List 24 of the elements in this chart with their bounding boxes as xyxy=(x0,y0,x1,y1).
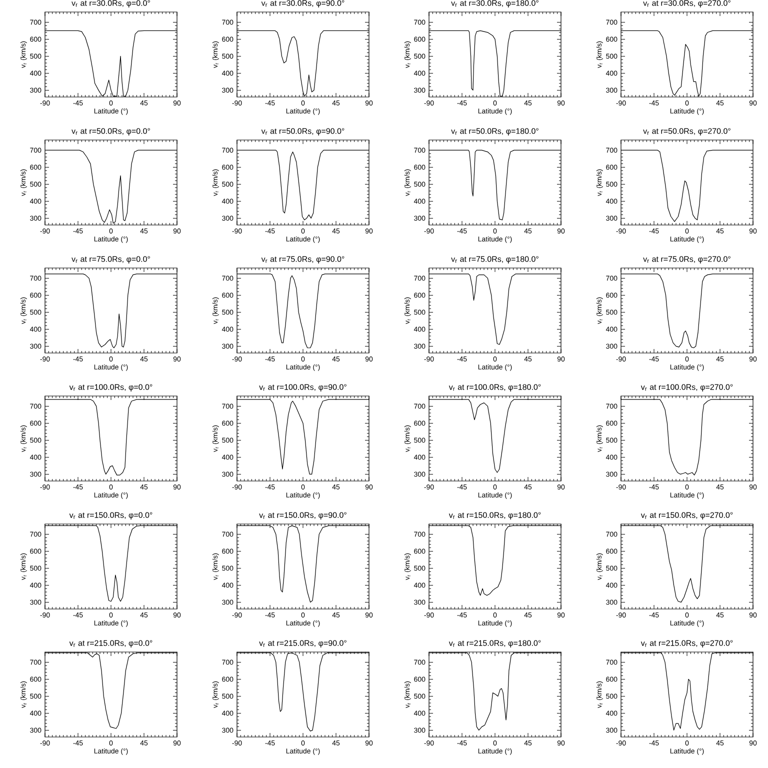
chart-title: v$_{r}$ at r=150.0Rs, φ=180.0° xyxy=(448,512,541,520)
chart-title: v$_{r}$ at r=100.0Rs, φ=90.0° xyxy=(259,384,346,392)
chart-title: v$_{r}$ at r=75.0Rs, φ=90.0° xyxy=(261,256,344,264)
chart-title: v$_{r}$ at r=50.0Rs, φ=270.0° xyxy=(643,128,730,136)
chart-title: v$_{r}$ at r=30.0Rs, φ=270.0° xyxy=(643,0,730,8)
chart-title: v$_{r}$ at r=100.0Rs, φ=270.0° xyxy=(640,384,733,392)
chart-title: v$_{r}$ at r=30.0Rs, φ=0.0° xyxy=(72,0,150,8)
chart-title: v$_{r}$ at r=150.0Rs, φ=90.0° xyxy=(259,512,346,520)
chart-title: v$_{r}$ at r=150.0Rs, φ=0.0° xyxy=(69,512,152,520)
chart-title: v$_{r}$ at r=215.0Rs, φ=270.0° xyxy=(640,640,733,648)
chart-title: v$_{r}$ at r=75.0Rs, φ=270.0° xyxy=(643,256,730,264)
chart-title: v$_{r}$ at r=150.0Rs, φ=270.0° xyxy=(640,512,733,520)
chart-title: v$_{r}$ at r=215.0Rs, φ=0.0° xyxy=(69,640,152,648)
chart-title: v$_{r}$ at r=75.0Rs, φ=180.0° xyxy=(451,256,538,264)
chart-title: v$_{r}$ at r=215.0Rs, φ=180.0° xyxy=(448,640,541,648)
chart-title: v$_{r}$ at r=30.0Rs, φ=90.0° xyxy=(261,0,344,8)
chart-title: v$_{r}$ at r=215.0Rs, φ=90.0° xyxy=(259,640,346,648)
chart-title: v$_{r}$ at r=100.0Rs, φ=0.0° xyxy=(69,384,152,392)
chart-title: v$_{r}$ at r=50.0Rs, φ=180.0° xyxy=(451,128,538,136)
chart-title: v$_{r}$ at r=50.0Rs, φ=0.0° xyxy=(72,128,150,136)
chart-title: v$_{r}$ at r=50.0Rs, φ=90.0° xyxy=(261,128,344,136)
chart-title: v$_{r}$ at r=100.0Rs, φ=180.0° xyxy=(448,384,541,392)
chart-title: v$_{r}$ at r=30.0Rs, φ=180.0° xyxy=(451,0,538,8)
chart-title: v$_{r}$ at r=75.0Rs, φ=0.0° xyxy=(72,256,150,264)
